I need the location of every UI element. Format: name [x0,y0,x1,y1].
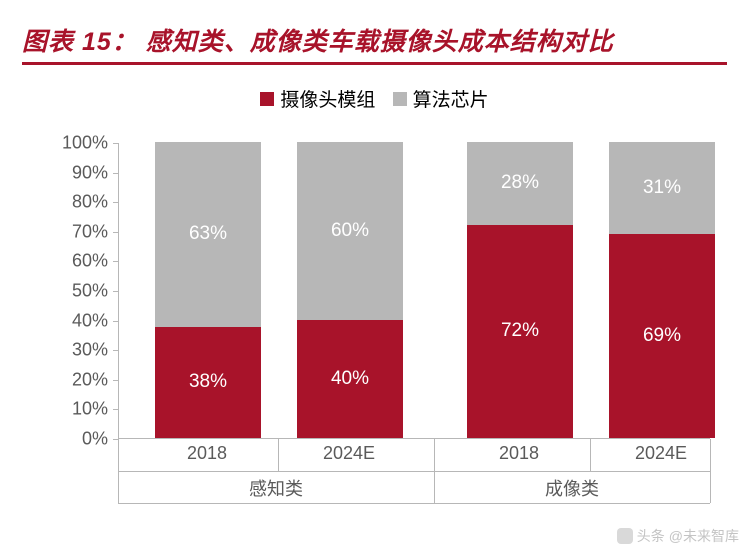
y-tick-label: 20% [48,369,108,390]
x-category-sep [590,439,591,471]
x-category-baseline [118,471,710,472]
watermark-account: @未来智库 [669,526,739,546]
x-category-sep [118,439,119,471]
y-tick-label: 50% [48,281,108,302]
bar-segment-module: 38% [155,327,261,438]
legend-label-chip: 算法芯片 [413,85,489,112]
y-tick-label: 10% [48,399,108,420]
x-tick-label: 2018 [499,443,539,464]
y-tick-label: 100% [48,133,108,154]
bar: 38%63% [155,142,261,438]
plot-area: 38%63%40%60%72%28%69%31% [118,143,710,439]
x-group-sep [434,471,435,503]
x-category-sep [434,439,435,471]
x-group-sep [710,471,711,503]
legend-swatch-module [260,92,274,106]
x-tick-label: 2024E [635,443,687,464]
watermark-logo-icon [617,528,633,544]
x-group-baseline [118,503,710,504]
y-tick-mark [113,350,118,351]
x-tick-label: 2024E [323,443,375,464]
y-tick-mark [113,143,118,144]
y-tick-label: 70% [48,221,108,242]
bar: 69%31% [609,142,715,438]
watermark: 头条 @未来智库 [617,526,739,546]
x-category-sep [278,439,279,471]
y-tick-mark [113,202,118,203]
y-tick-mark [113,380,118,381]
bar-segment-module: 72% [467,225,573,438]
x-group-label: 感知类 [249,475,303,501]
y-tick-label: 0% [48,429,108,450]
x-tick-label: 2018 [187,443,227,464]
bar: 72%28% [467,142,573,438]
y-tick-label: 30% [48,340,108,361]
bar-segment-module: 40% [297,320,403,438]
watermark-prefix: 头条 [637,526,665,546]
bar-segment-chip: 60% [297,142,403,320]
legend-label-module: 摄像头模组 [280,85,375,112]
y-tick-mark [113,409,118,410]
bar-segment-module: 69% [609,234,715,438]
legend-item-chip: 算法芯片 [393,85,489,112]
x-group-label: 成像类 [545,475,599,501]
y-tick-mark [113,291,118,292]
bar-segment-chip: 31% [609,142,715,234]
y-tick-mark [113,261,118,262]
bar-segment-chip: 28% [467,142,573,225]
y-tick-label: 90% [48,162,108,183]
y-tick-mark [113,232,118,233]
title-bar: 图表 15： 感知类、成像类车载摄像头成本结构对比 [22,22,727,65]
legend: 摄像头模组 算法芯片 [0,85,749,112]
x-category-sep [710,439,711,471]
y-tick-mark [113,173,118,174]
chart-title: 图表 15： 感知类、成像类车载摄像头成本结构对比 [22,28,614,56]
bar: 40%60% [297,142,403,438]
y-tick-label: 80% [48,192,108,213]
legend-swatch-chip [393,92,407,106]
y-tick-label: 40% [48,310,108,331]
chart: 38%63%40%60%72%28%69%31% 0%10%20%30%40%5… [48,143,710,505]
y-tick-mark [113,321,118,322]
y-tick-label: 60% [48,251,108,272]
x-group-sep [118,471,119,503]
legend-item-module: 摄像头模组 [260,85,375,112]
bar-segment-chip: 63% [155,142,261,327]
